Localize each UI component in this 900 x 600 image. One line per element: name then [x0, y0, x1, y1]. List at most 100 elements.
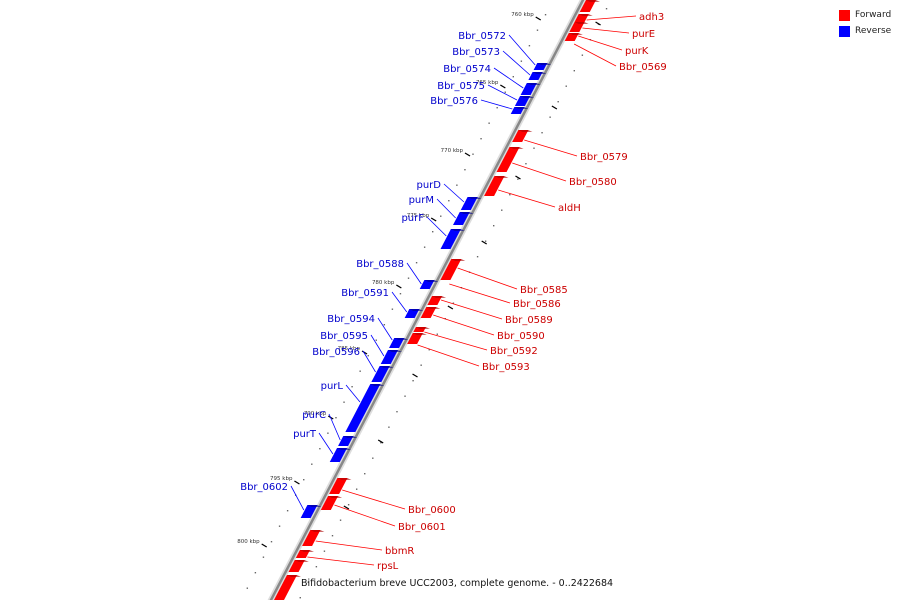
forward-gene: [288, 560, 305, 572]
reverse-leader: [443, 183, 465, 203]
forward-leader: [417, 344, 480, 367]
forward-gene-label: Bbr_0585: [520, 285, 568, 296]
tick-mark: [447, 305, 454, 310]
track-dot: [359, 370, 361, 372]
forward-gene: [302, 530, 321, 546]
forward-leader: [449, 283, 511, 304]
track-dot: [343, 401, 345, 403]
forward-gene: [579, 0, 596, 12]
gene-shade: [586, 0, 600, 2]
forward-gene-label: Bbr_0600: [408, 505, 456, 516]
gene-shade: [574, 22, 589, 24]
reverse-gene: [404, 309, 420, 318]
tick-label: 780 kbp: [372, 280, 395, 286]
track-dot: [355, 488, 358, 490]
reverse-gene-label: Bbr_0591: [341, 288, 389, 299]
track-dot: [367, 355, 369, 357]
track-dot: [488, 122, 490, 124]
reverse-leader: [391, 291, 408, 313]
reverse-leader: [362, 350, 376, 373]
reverse-leader: [508, 34, 536, 66]
reverse-gene: [453, 212, 470, 225]
track-dot: [262, 556, 265, 558]
track-dot: [464, 169, 466, 171]
track-dot: [428, 349, 430, 351]
reverse-gene: [389, 338, 405, 348]
track-dot: [311, 463, 313, 465]
track-dot: [573, 70, 575, 72]
reverse-gene-label: Bbr_0595: [320, 331, 368, 342]
forward-leader: [433, 314, 495, 336]
reverse-gene-label: Bbr_0574: [443, 64, 491, 75]
gene-shade: [520, 96, 535, 98]
gene-shade: [287, 575, 301, 577]
gene-shade: [467, 197, 482, 199]
reverse-leader: [493, 67, 524, 89]
tick-mark: [464, 152, 471, 157]
gene-shade: [379, 366, 394, 368]
track-dot: [423, 246, 426, 248]
track-dot: [307, 581, 310, 583]
forward-gene-label: Bbr_0592: [490, 346, 538, 357]
track-dot: [420, 364, 422, 366]
legend-forward-swatch: [839, 10, 850, 21]
forward-gene: [320, 496, 339, 510]
forward-gene-label: adh3: [639, 12, 664, 23]
track-dot: [399, 293, 402, 295]
gene-shade: [537, 63, 552, 65]
track-dot: [391, 308, 394, 310]
legend-reverse-label: Reverse: [855, 26, 892, 36]
reverse-gene: [338, 436, 354, 446]
track-dot: [254, 572, 257, 574]
tick-mark: [595, 21, 601, 26]
gene-shade: [459, 212, 474, 214]
track-dot: [351, 386, 353, 388]
forward-leader: [586, 15, 637, 21]
track-dot: [440, 215, 442, 217]
gene-shade: [424, 280, 439, 282]
forward-gene-label: Bbr_0590: [497, 331, 545, 342]
forward-gene: [329, 478, 348, 494]
track-dot: [448, 200, 450, 202]
gene-shade: [450, 229, 465, 231]
tick-label: 785 kbp: [338, 346, 361, 352]
track-dot: [581, 54, 584, 56]
reverse-leader: [426, 216, 447, 237]
tick-label: 800 kbp: [237, 539, 260, 545]
forward-leader: [498, 189, 556, 208]
tick-mark: [515, 175, 521, 180]
track-dot: [436, 333, 438, 335]
reverse-leader: [487, 84, 518, 101]
tick-mark: [396, 284, 402, 289]
forward-gene-label: Bbr_0586: [513, 299, 561, 310]
gene-shade: [532, 72, 547, 74]
reverse-gene-label: Bbr_0602: [240, 482, 288, 493]
track-dot: [605, 8, 608, 10]
forward-leader: [315, 540, 383, 551]
forward-leader: [578, 35, 623, 51]
gene-shade: [451, 259, 466, 261]
forward-leader: [307, 556, 375, 566]
reverse-gene-label: purD: [417, 180, 442, 191]
tick-mark: [343, 505, 350, 510]
track-dot: [528, 45, 531, 47]
tick-label: 760 kbp: [511, 12, 534, 18]
forward-gene: [440, 259, 462, 280]
tick-label: 765 kbp: [476, 80, 499, 86]
tick-mark: [430, 217, 437, 222]
track-dot: [476, 256, 479, 258]
track-dot: [496, 107, 498, 109]
gene-shade: [426, 307, 441, 309]
gene-shade: [370, 384, 385, 386]
forward-gene-label: purE: [632, 29, 655, 40]
gene-shade: [300, 550, 314, 552]
track-dot: [484, 240, 487, 242]
forward-gene: [496, 147, 520, 172]
tick-label: 770 kbp: [441, 148, 464, 154]
reverse-gene-label: purM: [409, 195, 434, 206]
gene-shade: [509, 147, 524, 149]
track-dot: [549, 116, 551, 118]
forward-gene-label: bbmR: [385, 546, 414, 557]
track-dot: [335, 417, 337, 419]
track-dot: [480, 138, 482, 140]
